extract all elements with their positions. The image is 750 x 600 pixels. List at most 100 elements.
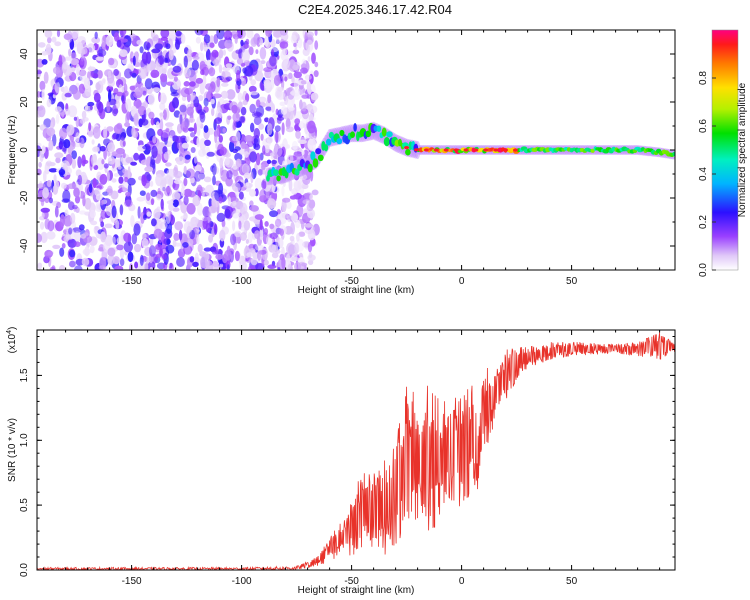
noise-blob [100,210,107,220]
noise-blob [123,83,128,94]
noise-blob [186,49,193,58]
snr-scale-exp: 4 [6,330,13,334]
noise-blob [175,136,183,143]
noise-blob [255,244,265,251]
snr-y-axis-label: SNR (10 * v/v) [7,418,18,482]
noise-blob [48,197,54,204]
noise-blob [90,220,98,226]
noise-blob [176,257,185,267]
noise-blob [172,199,179,208]
noise-blob [249,205,259,212]
noise-blob [292,49,300,55]
noise-blob [92,126,101,139]
noise-blob [149,180,154,187]
noise-blob [92,146,100,153]
noise-blob [155,121,160,129]
noise-blob [301,94,309,99]
noise-blob [181,142,189,149]
noise-blob [144,263,149,270]
noise-blob [189,256,195,263]
noise-blob [146,174,152,182]
noise-blob [262,180,267,190]
noise-blob [119,248,125,259]
noise-blob [250,37,258,47]
noise-blob [150,30,156,39]
signal-blob [315,148,322,155]
noise-blob [227,196,231,206]
noise-blob [250,171,254,184]
noise-blob [37,105,46,118]
noise-blob [250,79,257,86]
noise-blob [59,127,68,140]
noise-blob [260,60,266,65]
signal-peak [463,148,469,152]
noise-blob [249,151,257,163]
noise-blob [37,233,43,243]
noise-blob [111,134,117,140]
noise-blob [297,261,307,270]
noise-blob [171,191,181,201]
noise-blob [259,47,267,60]
noise-blob [172,207,180,212]
noise-blob [120,95,125,102]
noise-blob [106,126,114,132]
noise-blob [197,243,203,253]
snr-line [37,332,675,570]
noise-blob [73,89,81,100]
spectrogram-y-ticks: -40 -20 0 20 40 [19,29,675,271]
noise-blob [116,244,124,251]
snr-scale-label: (x104) [6,327,18,354]
noise-blob [205,222,211,233]
noise-blob [116,39,122,48]
noise-blob [206,59,211,67]
noise-blob [131,39,135,45]
noise-blob [73,187,80,198]
noise-blob [269,232,278,240]
noise-blob [55,157,61,164]
noise-blob [143,109,147,120]
snr-x-axis-label: Height of straight line (km) [298,585,415,596]
signal-blob [336,138,343,145]
noise-blob [288,72,293,80]
noise-blob [266,159,272,164]
x-tick-label: -150 [122,576,142,587]
noise-blob [174,221,183,231]
noise-blob [118,157,123,162]
signal-blob [307,163,313,173]
noise-blob [266,123,273,136]
noise-blob [47,251,54,256]
noise-blob [182,242,189,248]
noise-blob [180,33,186,44]
noise-blob [142,90,147,96]
noise-blob [111,178,117,183]
noise-blob [288,178,293,192]
signal-peak [513,148,518,152]
noise-blob [131,233,138,245]
noise-blob [289,195,297,200]
noise-blob [123,241,133,253]
noise-blob [69,249,76,258]
noise-blob [286,201,292,209]
noise-blob [59,214,65,228]
noise-blob [280,106,288,115]
noise-blob [47,162,56,167]
noise-blob [107,78,115,88]
noise-blob [125,191,131,197]
noise-blob [58,140,64,150]
signal-blob [266,175,270,182]
noise-blob [141,51,148,64]
snr-scale-close: ) [7,327,18,330]
noise-blob [232,220,236,232]
noise-blob [158,64,164,74]
noise-blob [88,183,93,194]
y-tick-label: -20 [19,190,30,205]
noise-blob [230,233,237,246]
noise-blob [159,92,167,105]
noise-blob [165,211,171,224]
noise-blob [264,221,269,227]
x-tick-label: -150 [122,276,142,287]
noise-blob [59,247,65,257]
noise-blob [220,90,229,99]
noise-blob [127,251,134,263]
noise-blob [71,30,79,39]
